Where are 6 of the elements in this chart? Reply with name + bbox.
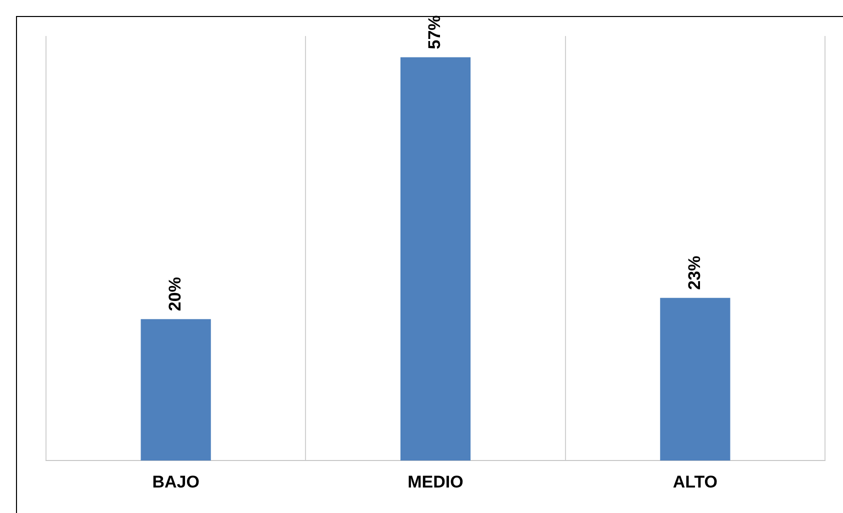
data-label: 23% bbox=[684, 256, 704, 290]
x-tick-label: MEDIO bbox=[408, 472, 464, 492]
x-tick-label: BAJO bbox=[152, 472, 200, 492]
x-tick-label: ALTO bbox=[672, 472, 718, 492]
data-label: 57% bbox=[425, 15, 444, 50]
data-label: 20% bbox=[166, 277, 185, 312]
